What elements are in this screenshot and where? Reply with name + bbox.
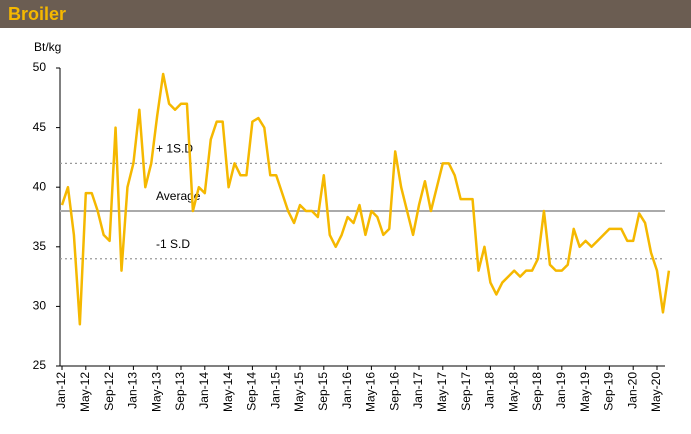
reference-label: -1 S.D: [156, 237, 190, 251]
x-tick-label: Sep-16: [387, 372, 401, 411]
y-tick-label: 25: [33, 358, 47, 372]
x-tick-label: May-13: [149, 372, 163, 412]
header-bar: [0, 0, 691, 28]
x-tick-label: Sep-19: [602, 372, 616, 411]
x-tick-label: May-18: [506, 372, 520, 412]
x-tick-label: Jan-14: [197, 372, 211, 409]
reference-label: Average: [156, 189, 201, 203]
y-tick-label: 45: [33, 120, 47, 134]
x-tick-label: Sep-15: [316, 372, 330, 411]
reference-label: + 1S.D: [156, 142, 193, 156]
y-tick-label: 35: [33, 239, 47, 253]
x-tick-label: Sep-14: [245, 372, 259, 411]
x-tick-label: May-12: [78, 372, 92, 412]
x-tick-label: May-17: [435, 372, 449, 412]
x-tick-label: Sep-17: [459, 372, 473, 411]
x-tick-label: Jan-16: [340, 372, 354, 409]
y-axis-label: Bt/kg: [34, 40, 61, 54]
x-tick-label: Jan-17: [411, 372, 425, 409]
x-tick-label: Sep-12: [102, 372, 116, 411]
y-tick-label: 30: [33, 299, 47, 313]
x-tick-label: May-16: [364, 372, 378, 412]
x-tick-label: Jan-18: [483, 372, 497, 409]
x-tick-label: May-20: [649, 372, 663, 412]
x-tick-label: Jan-20: [625, 372, 639, 409]
chart-title: Broiler: [8, 4, 66, 24]
x-tick-label: Jan-12: [54, 372, 68, 409]
x-tick-label: May-19: [578, 372, 592, 412]
x-tick-label: Jan-19: [554, 372, 568, 409]
y-tick-label: 50: [33, 60, 47, 74]
x-tick-label: May-14: [221, 372, 235, 412]
x-tick-label: Sep-18: [530, 372, 544, 411]
x-tick-label: Jan-15: [268, 372, 282, 409]
y-tick-label: 40: [33, 179, 47, 193]
x-tick-label: Jan-13: [126, 372, 140, 409]
x-tick-label: May-15: [292, 372, 306, 412]
x-tick-label: Sep-13: [173, 372, 187, 411]
data-line: [60, 72, 671, 326]
